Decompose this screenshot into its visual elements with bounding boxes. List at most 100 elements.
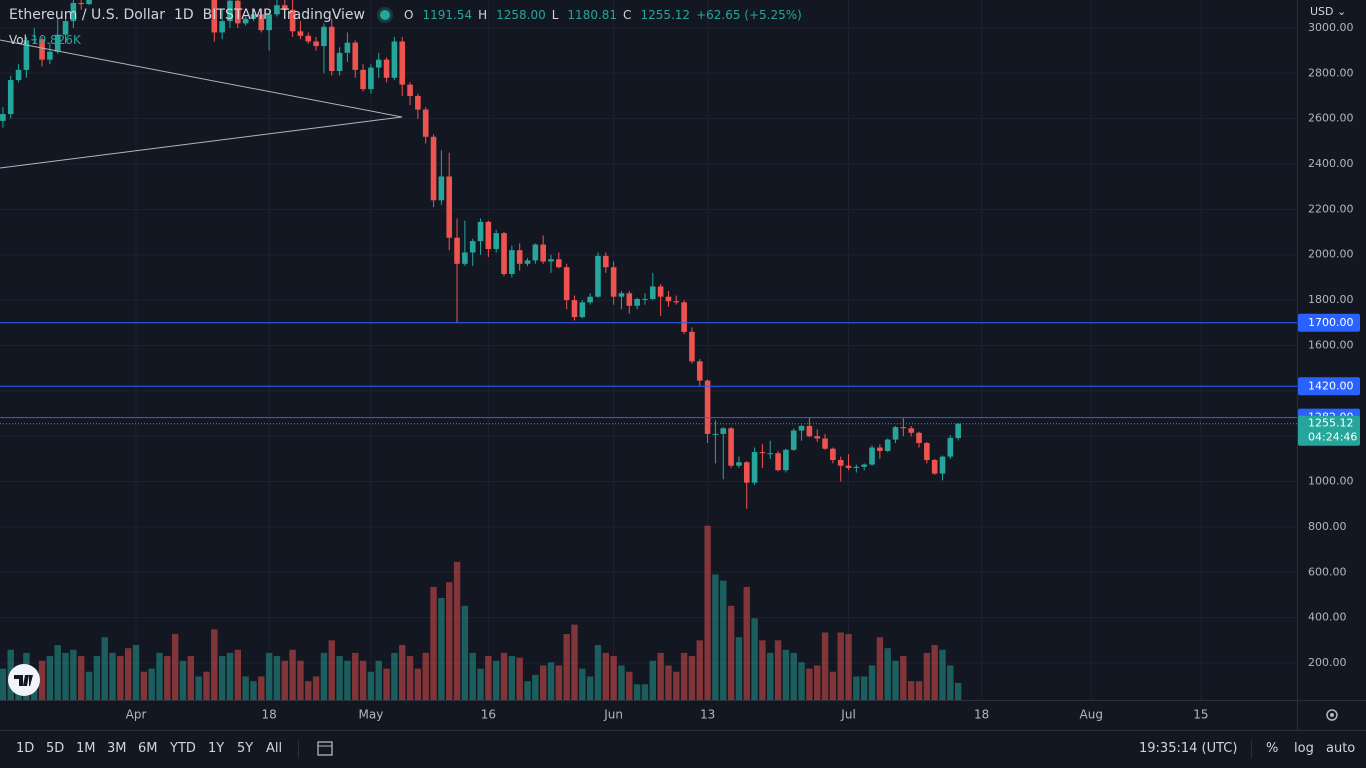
scale-option[interactable]: % — [1266, 741, 1279, 756]
scale-option[interactable]: auto — [1326, 741, 1356, 756]
candle-body — [289, 9, 296, 32]
volume-bar — [124, 648, 132, 700]
volume-bar — [258, 676, 265, 700]
volume-bar — [132, 645, 140, 700]
volume-bar — [861, 676, 868, 700]
volume-bar — [101, 637, 108, 700]
volume-bar — [931, 645, 938, 700]
volume-bar — [109, 652, 116, 700]
x-tick-label: 18 — [261, 708, 276, 722]
trend-line[interactable] — [0, 39, 403, 118]
volume-bar — [344, 660, 351, 700]
volume-bar — [915, 681, 923, 700]
date-range-icon[interactable] — [317, 741, 333, 756]
range-button[interactable]: YTD — [170, 741, 196, 756]
candle-body — [916, 432, 922, 444]
candle-body — [955, 423, 961, 439]
candle-body — [877, 447, 883, 451]
legend-item: O 1191.54 — [404, 8, 478, 22]
x-tick-label: May — [359, 708, 384, 722]
candle-body — [806, 425, 813, 437]
volume-bar — [461, 605, 469, 700]
volume-bar — [203, 671, 210, 700]
candle-body — [258, 14, 265, 31]
y-tick-label: 2000.00 — [1308, 248, 1354, 261]
volume-bar — [438, 597, 445, 700]
settings-icon[interactable] — [1326, 709, 1338, 721]
currency[interactable]: USD ⌄ — [1310, 5, 1347, 18]
candle-body — [775, 453, 781, 471]
volume-bar — [70, 649, 77, 700]
candle-body — [415, 95, 421, 110]
volume-bar — [226, 652, 234, 700]
candle-body — [853, 466, 860, 468]
interval[interactable]: 1D — [173, 7, 194, 23]
range-button[interactable]: 5D — [46, 741, 65, 756]
volume-bar — [907, 681, 915, 700]
volume-bar — [453, 561, 461, 700]
trend-line[interactable] — [0, 116, 403, 169]
volume-bar — [923, 652, 931, 700]
candle-body — [947, 437, 954, 457]
candle-body — [634, 298, 640, 306]
candle-body — [47, 51, 53, 60]
candle-body — [712, 433, 719, 435]
exchange: BITSTAMP — [202, 7, 272, 23]
volume-bar — [289, 649, 296, 700]
candle-body — [540, 244, 546, 262]
candle-body — [563, 267, 570, 301]
volume-bar — [406, 656, 414, 700]
volume-bar — [571, 624, 578, 700]
candle-body — [250, 14, 257, 19]
candle-body — [281, 5, 288, 10]
volume-bar — [297, 660, 304, 700]
volume-bar — [641, 684, 649, 700]
volume-bar — [586, 676, 594, 700]
symbol[interactable]: Ethereum / U.S. Dollar — [9, 7, 165, 23]
volume-bar — [829, 671, 837, 700]
candle-body — [211, 0, 218, 33]
range-button[interactable]: 5Y — [237, 741, 254, 756]
range-button[interactable]: 3M — [107, 741, 127, 756]
range-button[interactable]: 1D — [16, 741, 35, 756]
range-button[interactable]: 1Y — [208, 741, 225, 756]
volume-bar — [618, 665, 625, 700]
scale-option[interactable]: log — [1294, 741, 1314, 756]
legend-value: 1255.12 — [640, 8, 691, 22]
range-button[interactable]: All — [266, 741, 283, 756]
tradingview-logo[interactable] — [8, 664, 40, 696]
market-status[interactable] — [380, 10, 390, 20]
volume-bar — [892, 660, 899, 700]
candle-body — [297, 31, 304, 36]
volume-bar — [211, 629, 218, 700]
range-button[interactable]: 1M — [76, 741, 96, 756]
volume-bar — [414, 668, 422, 700]
x-tick-label: Jul — [840, 708, 855, 722]
volume-bar — [54, 645, 61, 700]
legend-key: C — [623, 8, 632, 22]
volume-bar — [195, 676, 202, 700]
volume-bar — [657, 652, 664, 700]
candle-body — [360, 69, 366, 90]
volume-bar — [751, 618, 758, 700]
volume-last: 10.826K — [30, 33, 81, 47]
volume-bar — [218, 656, 226, 700]
volume-bar — [610, 656, 617, 700]
candle-body — [516, 250, 523, 264]
y-tick-label: 2400.00 — [1308, 157, 1354, 170]
last-price-box — [1298, 415, 1360, 446]
volume-bar — [305, 681, 312, 700]
bottom-toolbar: 19:35:14 (UTC) 1D 5D 1M 3M 6M YTD 1Y 5Y All% log a… — [0, 731, 1366, 768]
candle-body — [399, 41, 406, 85]
range-button[interactable]: 6M — [138, 741, 158, 756]
volume-bar — [649, 660, 656, 700]
clock[interactable]: 19:35:14 (UTC) — [1139, 741, 1238, 756]
candle-body — [626, 293, 633, 306]
volume-bar — [367, 671, 375, 700]
candle-body — [242, 18, 249, 24]
candle-body — [62, 21, 69, 35]
volume-bar — [85, 671, 93, 700]
legend-item: C 1255.12 — [623, 8, 696, 22]
y-tick-label: 2800.00 — [1308, 66, 1354, 79]
volume-bar — [156, 652, 163, 700]
